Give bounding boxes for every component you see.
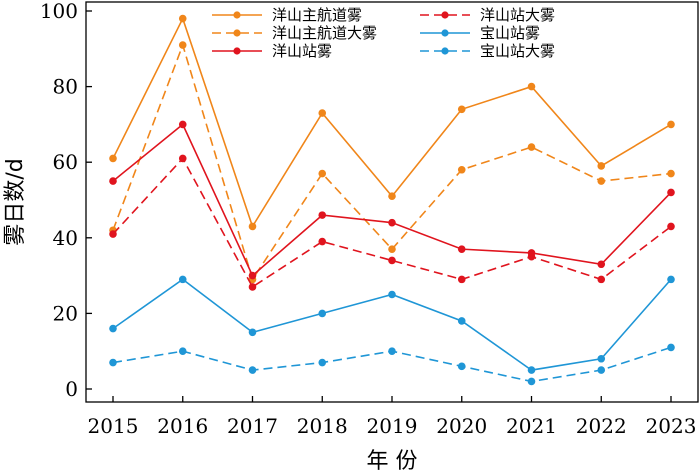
data-point [527, 143, 536, 151]
data-point [388, 218, 396, 227]
data-point [178, 14, 187, 23]
data-point [248, 222, 257, 231]
data-point [318, 211, 327, 219]
data-point [318, 309, 327, 318]
series-group [109, 14, 675, 231]
data-point [178, 41, 187, 49]
x-tick-label: 2019 [367, 414, 418, 438]
data-point [457, 362, 466, 371]
series-layer [109, 14, 675, 386]
data-point [457, 165, 466, 174]
data-point [388, 290, 396, 299]
axes: 0 20 40 60 80 100 2015 2016 2017 2018 2019 2020 2021… [40, 0, 697, 438]
data-point [597, 162, 606, 170]
data-point [388, 256, 396, 265]
data-point [667, 120, 675, 129]
data-point [457, 275, 466, 284]
legend-swatch-marker [441, 29, 449, 37]
data-point [109, 324, 117, 333]
data-point [248, 366, 257, 374]
data-point [109, 230, 117, 238]
x-tick-label: 2020 [436, 414, 487, 438]
y-tick-label: 20 [53, 301, 78, 325]
data-point [109, 177, 117, 185]
legend-item: 宝山站雾 [420, 24, 540, 42]
data-point [527, 82, 536, 91]
legend-item: 洋山站雾 [212, 42, 332, 60]
legend-swatch-marker [233, 47, 241, 55]
data-point [597, 177, 606, 185]
series-group [109, 41, 675, 284]
data-point [597, 354, 606, 363]
data-point [527, 377, 536, 386]
x-tick-label: 2018 [297, 414, 348, 438]
data-point [318, 109, 327, 117]
data-point [318, 237, 327, 246]
data-point [318, 169, 327, 178]
data-point [667, 343, 675, 352]
legend-item: 洋山主航道大雾 [212, 24, 377, 42]
data-point [667, 188, 675, 197]
series-group [109, 154, 675, 291]
legend-item: 洋山主航道雾 [212, 6, 362, 24]
data-point [597, 260, 606, 269]
data-point [667, 275, 675, 284]
x-tick-label: 2023 [646, 414, 697, 438]
legend-swatch-marker [441, 11, 449, 19]
data-point [248, 283, 257, 291]
series-group [109, 343, 675, 386]
legend-swatch-marker [233, 11, 241, 19]
data-point [109, 154, 117, 163]
y-tick-label: 0 [65, 377, 78, 401]
y-tick-label: 100 [40, 0, 78, 23]
data-point [667, 222, 675, 231]
series-group [109, 275, 675, 374]
series-line [112, 42, 672, 282]
data-point [248, 271, 257, 280]
x-tick-label: 2022 [576, 414, 627, 438]
y-tick-label: 80 [53, 75, 78, 99]
data-point [597, 275, 606, 284]
data-point [457, 105, 466, 114]
legend-label: 洋山站雾 [272, 42, 332, 60]
data-point [178, 120, 187, 129]
legend-item: 洋山站大雾 [420, 6, 555, 24]
legend-label: 洋山主航道雾 [272, 6, 362, 24]
legend-label: 宝山站大雾 [480, 42, 555, 60]
x-tick-label: 2021 [506, 414, 557, 438]
data-point [318, 358, 327, 367]
data-point [388, 245, 396, 253]
legend-swatch-marker [441, 47, 449, 55]
data-point [178, 154, 187, 163]
data-point [457, 245, 466, 253]
data-point [597, 366, 606, 374]
y-axis-title: 雾日数/d [3, 158, 28, 245]
data-point [248, 328, 257, 337]
data-point [178, 347, 187, 356]
legend-swatch-marker [233, 29, 241, 37]
x-tick-label: 2015 [88, 414, 139, 438]
legend-item: 宝山站大雾 [420, 42, 555, 60]
data-point [527, 366, 536, 374]
data-point [457, 317, 466, 325]
data-point [667, 169, 675, 178]
data-point [109, 358, 117, 367]
data-point [527, 252, 536, 261]
x-tick-label: 2017 [227, 414, 278, 438]
legend-label: 洋山主航道大雾 [272, 24, 377, 42]
x-tick-label: 2016 [157, 414, 208, 438]
x-axis-title: 年 份 [367, 449, 418, 472]
data-point [388, 347, 396, 356]
y-tick-label: 60 [53, 150, 78, 174]
plot-frame [85, 1, 699, 403]
data-point [388, 192, 396, 201]
y-tick-label: 40 [53, 226, 78, 250]
legend-label: 宝山站雾 [480, 24, 540, 42]
legend-label: 洋山站大雾 [480, 6, 555, 24]
data-point [178, 275, 187, 284]
